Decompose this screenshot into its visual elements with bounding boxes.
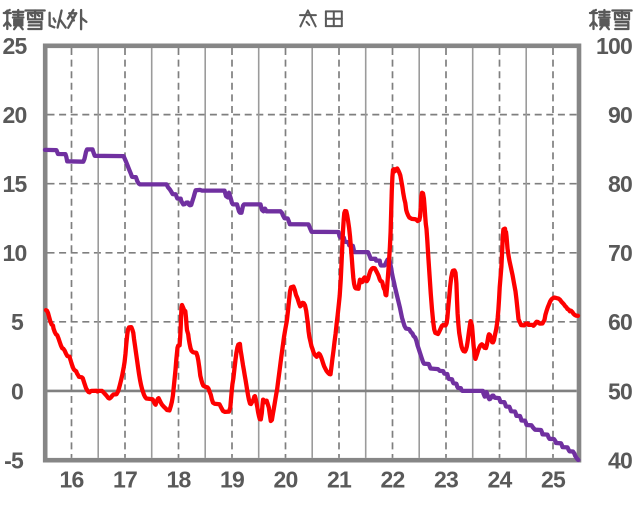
svg-text:21: 21 — [327, 467, 352, 493]
svg-text:-5: -5 — [4, 447, 24, 473]
svg-text:24: 24 — [488, 467, 513, 493]
svg-text:80: 80 — [608, 171, 632, 197]
svg-text:50: 50 — [608, 378, 632, 404]
svg-text:10: 10 — [3, 240, 27, 266]
svg-text:25: 25 — [541, 467, 566, 493]
svg-text:100: 100 — [596, 33, 632, 59]
svg-text:20: 20 — [274, 467, 298, 493]
svg-text:25: 25 — [3, 33, 28, 59]
svg-text:5: 5 — [11, 309, 24, 335]
svg-text:60: 60 — [608, 309, 632, 335]
svg-text:18: 18 — [167, 467, 192, 493]
svg-text:23: 23 — [434, 467, 458, 493]
svg-text:22: 22 — [381, 467, 405, 493]
svg-text:16: 16 — [60, 467, 84, 493]
svg-text:19: 19 — [220, 467, 244, 493]
svg-text:17: 17 — [113, 467, 137, 493]
svg-text:0: 0 — [11, 378, 23, 404]
svg-text:15: 15 — [3, 171, 28, 197]
svg-text:20: 20 — [3, 102, 27, 128]
svg-text:40: 40 — [608, 447, 632, 473]
svg-text:90: 90 — [608, 102, 632, 128]
svg-text:70: 70 — [608, 240, 632, 266]
